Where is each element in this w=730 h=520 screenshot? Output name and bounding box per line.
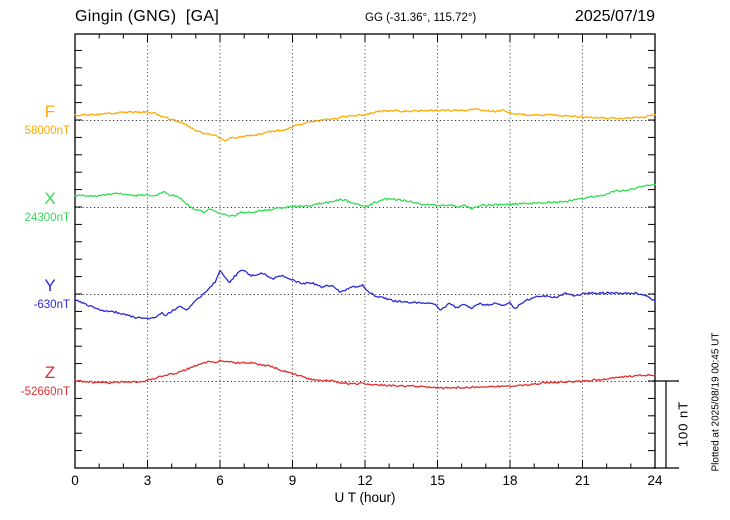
x-tick-label-12: 12 bbox=[357, 473, 373, 488]
plot-frame bbox=[74, 33, 656, 469]
x-tick-label-24: 24 bbox=[647, 473, 663, 488]
x-tick-label-0: 0 bbox=[71, 473, 79, 488]
x-tick-label-6: 6 bbox=[216, 473, 224, 488]
channel-baseline-Y: -630nT bbox=[33, 299, 70, 311]
trace-F bbox=[74, 108, 656, 142]
x-tick-label-21: 21 bbox=[574, 473, 591, 488]
trace-X bbox=[74, 183, 656, 217]
observatory-coordinates: GG (-31.36°, 115.72°) bbox=[365, 12, 477, 24]
channel-baseline-Z: -52660nT bbox=[20, 386, 70, 398]
scale-bar bbox=[653, 380, 679, 469]
observation-date: 2025/07/19 bbox=[574, 8, 655, 25]
plotted-timestamp: Plotted at 2025/08/19 00:45 UT bbox=[710, 332, 722, 472]
channel-label-X: X bbox=[44, 188, 56, 208]
channel-label-Z: Z bbox=[44, 362, 56, 382]
x-tick-label-3: 3 bbox=[143, 473, 152, 488]
x-tick-label-9: 9 bbox=[288, 473, 297, 488]
channel-baseline-F: 58000nT bbox=[24, 125, 70, 137]
scale-bar-label: 100 nT bbox=[675, 400, 691, 448]
axis-ticks bbox=[75, 34, 655, 468]
channel-label-F: F bbox=[44, 101, 56, 121]
trace-Y bbox=[74, 269, 656, 320]
channel-baseline-X: 24300nT bbox=[24, 212, 70, 224]
trace-Z bbox=[74, 359, 656, 390]
channel-label-Y: Y bbox=[44, 275, 56, 295]
station-name: Gingin (GNG) [GA] bbox=[75, 8, 220, 25]
x-tick-label-18: 18 bbox=[502, 473, 518, 488]
x-tick-label-15: 15 bbox=[429, 473, 446, 488]
x-axis-title: U T (hour) bbox=[334, 490, 396, 505]
gridlines bbox=[75, 34, 655, 468]
